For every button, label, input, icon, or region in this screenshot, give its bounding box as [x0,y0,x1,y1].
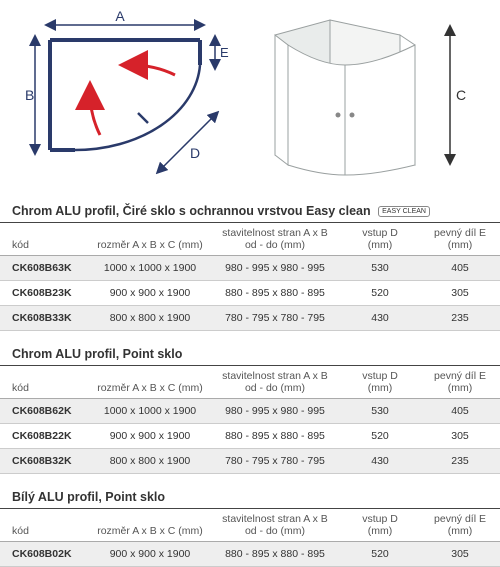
cell-e: 405 [420,399,500,424]
cell-code: CK608B23K [0,281,90,306]
cell-dim: 800 x 800 x 1900 [90,306,210,331]
cell-d: 430 [340,306,420,331]
cell-adj: 880 - 895 x 880 - 895 [210,281,340,306]
th-d: vstup D(mm) [340,366,420,399]
easy-clean-badge: EASY CLEAN [378,206,430,217]
th-code: kód [0,366,90,399]
cell-dim: 900 x 900 x 1900 [90,281,210,306]
label-b: B [25,87,34,103]
cell-dim: 1000 x 1000 x 1900 [90,256,210,281]
cell-dim: 900 x 900 x 1900 [90,542,210,567]
cell-e: 305 [420,424,500,449]
table-row: CK608B23K 900 x 900 x 1900 880 - 895 x 8… [0,281,500,306]
table-row: CK608B63K 1000 x 1000 x 1900 980 - 995 x… [0,256,500,281]
th-e: pevný díl E(mm) [420,366,500,399]
cell-d: 430 [340,449,420,474]
cell-e: 305 [420,281,500,306]
spec-table-1: kód rozměr A x B x C (mm) stavitelnost s… [0,366,500,474]
th-dim: rozměr A x B x C (mm) [90,223,210,256]
section-0: Chrom ALU profil, Čiré sklo s ochrannou … [0,196,500,331]
cell-adj: 880 - 895 x 880 - 895 [210,424,340,449]
table-row: CK608B22K 900 x 900 x 1900 880 - 895 x 8… [0,424,500,449]
cell-adj: 880 - 895 x 880 - 895 [210,542,340,567]
cell-e: 235 [420,306,500,331]
cell-d: 520 [340,424,420,449]
cell-d: 530 [340,256,420,281]
spec-table-0: kód rozměr A x B x C (mm) stavitelnost s… [0,223,500,331]
th-dim: rozměr A x B x C (mm) [90,509,210,542]
cell-d: 520 [340,281,420,306]
cell-d: 520 [340,542,420,567]
cell-code: CK608B32K [0,449,90,474]
cell-e: 305 [420,542,500,567]
cell-dim: 900 x 900 x 1900 [90,424,210,449]
diagram-3d-view: C [250,10,470,183]
cell-code: CK608B63K [0,256,90,281]
section-title-1: Chrom ALU profil, Point sklo [0,339,500,366]
section-title-2: Bílý ALU profil, Point sklo [0,482,500,509]
cell-e: 405 [420,256,500,281]
th-d: vstup D(mm) [340,223,420,256]
section-title-text: Chrom ALU profil, Čiré sklo s ochrannou … [12,204,371,218]
cell-adj: 780 - 795 x 780 - 795 [210,306,340,331]
cell-dim: 800 x 800 x 1900 [90,449,210,474]
table-row: CK608B02K 900 x 900 x 1900 880 - 895 x 8… [0,542,500,567]
th-e: pevný díl E(mm) [420,509,500,542]
label-c: C [456,87,466,103]
cell-adj: 780 - 795 x 780 - 795 [210,449,340,474]
cell-e: 235 [420,449,500,474]
diagram-top-view: A B E D [20,10,230,183]
label-a: A [115,10,125,24]
cell-code: CK608B33K [0,306,90,331]
section-title-0: Chrom ALU profil, Čiré sklo s ochrannou … [0,196,500,223]
cell-d: 530 [340,399,420,424]
cell-dim: 1000 x 1000 x 1900 [90,399,210,424]
th-code: kód [0,509,90,542]
label-d: D [190,145,200,161]
cell-adj: 980 - 995 x 980 - 995 [210,256,340,281]
label-e: E [220,45,229,60]
spec-table-2: kód rozměr A x B x C (mm) stavitelnost s… [0,509,500,567]
th-adj: stavitelnost stran A x Bod - do (mm) [210,223,340,256]
table-row: CK608B32K 800 x 800 x 1900 780 - 795 x 7… [0,449,500,474]
th-e: pevný díl E(mm) [420,223,500,256]
th-adj: stavitelnost stran A x Bod - do (mm) [210,509,340,542]
section-2: Bílý ALU profil, Point sklo kód rozměr A… [0,482,500,567]
th-d: vstup D(mm) [340,509,420,542]
diagram-row: A B E D [0,0,500,188]
section-1: Chrom ALU profil, Point sklo kód rozměr … [0,339,500,474]
table-row: CK608B62K 1000 x 1000 x 1900 980 - 995 x… [0,399,500,424]
th-adj: stavitelnost stran A x Bod - do (mm) [210,366,340,399]
cell-code: CK608B22K [0,424,90,449]
cell-code: CK608B02K [0,542,90,567]
th-code: kód [0,223,90,256]
cell-code: CK608B62K [0,399,90,424]
th-dim: rozměr A x B x C (mm) [90,366,210,399]
cell-adj: 980 - 995 x 980 - 995 [210,399,340,424]
table-row: CK608B33K 800 x 800 x 1900 780 - 795 x 7… [0,306,500,331]
